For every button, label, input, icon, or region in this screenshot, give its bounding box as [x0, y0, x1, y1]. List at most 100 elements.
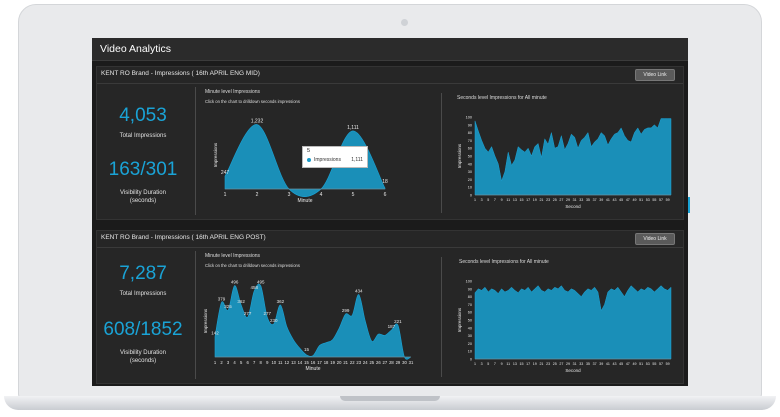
x-tick-label: 55	[652, 198, 656, 202]
x-tick-label: 47	[626, 198, 630, 202]
y-tick-label: 40	[468, 162, 472, 166]
y-tick-label: 50	[468, 155, 472, 159]
x-tick-label: 18	[324, 360, 329, 365]
x-tick-label: 59	[666, 198, 670, 202]
minute-chart-subtitle: Click on the chart to drilldown seconds …	[205, 99, 300, 104]
x-tick-label: 57	[659, 198, 663, 202]
x-tick-label: 9	[501, 362, 503, 366]
visibility-unit: (seconds)	[129, 358, 157, 364]
x-tick-label: 53	[646, 198, 650, 202]
x-tick-label: 11	[278, 360, 283, 365]
x-axis-title: Minute	[297, 198, 312, 204]
analytics-panel-mid: KENT RO Brand - Impressions ( 16th APRIL…	[96, 66, 684, 220]
data-label: 362	[237, 299, 245, 304]
minute-impressions-chart[interactable]: 1 2 3 4 5 6 247 1,232 1,111 18 Minute Impressions	[207, 107, 412, 215]
x-tick-label: 1	[224, 192, 227, 198]
visibility-label: Visibility Duration	[120, 190, 166, 196]
y-axis-title: Impressions	[457, 307, 462, 332]
x-tick-label: 11	[506, 198, 510, 202]
minute-impressions-chart[interactable]: 1 2 3 4 5 6 7 8 9 10 11 12 13 14 15 16 17 18 19 20 21 22 23 24 2…	[203, 271, 422, 379]
x-tick-label: 17	[526, 198, 530, 202]
x-tick-label: 9	[266, 360, 269, 365]
x-tick-label: 20	[337, 360, 342, 365]
y-tick-label: 100	[466, 116, 472, 120]
x-tick-label: 8	[260, 360, 263, 365]
x-tick-label: 53	[646, 362, 650, 366]
x-tick-label: 4	[320, 192, 323, 198]
x-tick-label: 6	[246, 360, 249, 365]
title-bar: Video Analytics	[92, 38, 688, 61]
x-tick-label: 13	[291, 360, 296, 365]
x-tick-label: 41	[606, 198, 610, 202]
x-tick-label: 15	[520, 198, 524, 202]
x-tick-label: 5	[352, 192, 355, 198]
x-tick-label: 51	[639, 198, 643, 202]
total-impressions-value: 4,053	[119, 105, 167, 126]
visibility-unit: (seconds)	[129, 198, 157, 204]
x-tick-label: 12	[285, 360, 290, 365]
total-impressions-value: 7,287	[119, 263, 167, 284]
x-tick-label: 55	[652, 362, 656, 366]
x-tick-label: 13	[513, 198, 517, 202]
data-label: 142	[211, 331, 219, 336]
x-tick-label: 6	[384, 192, 387, 198]
x-tick-label: 7	[494, 362, 496, 366]
chart-divider	[441, 93, 442, 213]
x-tick-label: 5	[487, 198, 489, 202]
x-tick-label: 13	[513, 362, 517, 366]
x-tick-label: 19	[330, 360, 335, 365]
x-tick-label: 51	[639, 362, 643, 366]
y-tick-label: 10	[468, 350, 472, 354]
x-tick-label: 3	[481, 362, 483, 366]
data-label: 496	[231, 280, 239, 285]
y-tick-label: 0	[470, 358, 472, 362]
y-tick-label: 40	[468, 326, 472, 330]
x-tick-label: 27	[383, 360, 388, 365]
tooltip-value: 1,111	[351, 157, 363, 163]
x-tick-label: 9	[501, 198, 503, 202]
page-title: Video Analytics	[100, 43, 172, 55]
x-tick-label: 23	[546, 362, 550, 366]
x-tick-label: 31	[573, 362, 577, 366]
y-tick-label: 60	[468, 311, 472, 315]
data-label: 434	[355, 289, 363, 294]
panel-divider	[195, 251, 196, 379]
x-tick-label: 4	[233, 360, 236, 365]
impressions-area[interactable]	[474, 285, 672, 360]
panel-divider	[195, 87, 196, 215]
x-tick-label: 59	[666, 362, 670, 366]
x-tick-label: 25	[369, 360, 374, 365]
camera-icon	[401, 19, 408, 26]
y-tick-label: 80	[468, 295, 472, 299]
panel-title: KENT RO Brand - Impressions ( 16th APRIL…	[101, 70, 260, 77]
impressions-area[interactable]	[214, 283, 412, 360]
x-tick-label: 25	[553, 362, 557, 366]
video-link-button[interactable]: Video Link	[635, 69, 675, 81]
data-label: 325	[224, 304, 232, 309]
minute-chart-subtitle: Click on the chart to drilldown seconds …	[205, 263, 300, 268]
minute-chart-title: Minute level Impressions	[205, 89, 261, 95]
x-tick-label: 29	[566, 198, 570, 202]
laptop-base	[4, 396, 776, 410]
video-link-button[interactable]: Video Link	[635, 233, 675, 245]
tooltip-dot-icon	[307, 158, 311, 162]
x-tick-label: 17	[317, 360, 322, 365]
data-label: 187	[388, 324, 396, 329]
x-tick-label: 1	[474, 198, 476, 202]
x-tick-label: 17	[526, 362, 530, 366]
x-tick-label: 49	[632, 362, 636, 366]
x-tick-label: 47	[626, 362, 630, 366]
x-tick-label: 29	[396, 360, 401, 365]
x-tick-label: 21	[343, 360, 348, 365]
y-tick-label: 90	[468, 287, 472, 291]
visibility-stat: 608/1852 Visibility Duration (seconds)	[97, 319, 189, 365]
x-tick-label: 35	[586, 198, 590, 202]
impressions-area[interactable]	[474, 118, 672, 196]
y-axis-title: Impressions	[203, 308, 208, 333]
x-tick-label: 23	[356, 360, 361, 365]
y-tick-label: 80	[468, 131, 472, 135]
data-label: 299	[342, 308, 350, 313]
scroll-indicator[interactable]	[686, 197, 690, 213]
